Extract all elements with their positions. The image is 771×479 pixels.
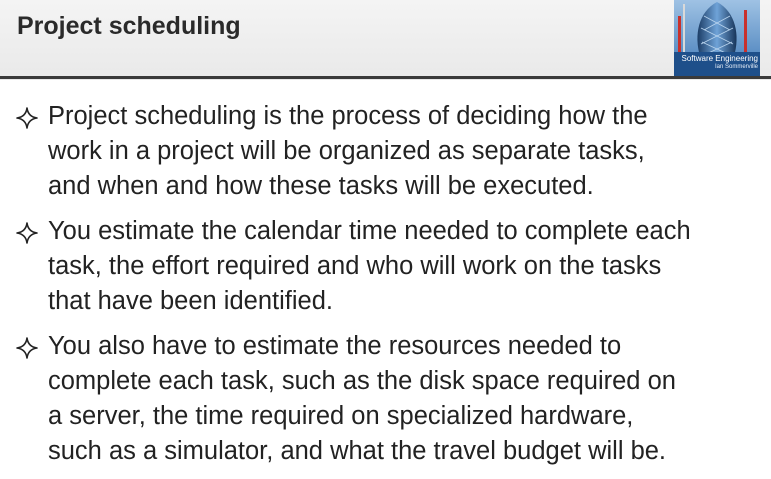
bullet-text-line: complete each task, such as the disk spa… bbox=[48, 367, 676, 395]
title-divider bbox=[0, 76, 771, 79]
book-cover-logo: Software Engineering Ian Sommerville bbox=[674, 0, 760, 77]
logo-author: Ian Sommerville bbox=[714, 64, 758, 70]
bullet-list: Project scheduling is the process of dec… bbox=[0, 99, 771, 479]
logo-book-title: Software Engineering bbox=[681, 54, 759, 63]
bullet-text-line: such as a simulator, and what the travel… bbox=[48, 437, 667, 465]
bullet-text-line: Project scheduling is the process of dec… bbox=[48, 102, 648, 130]
four-point-star-outline-icon bbox=[16, 214, 42, 249]
bullet-text-line: and when and how these tasks will be exe… bbox=[48, 172, 594, 200]
slide-title: Project scheduling bbox=[17, 12, 241, 40]
bullet-text-line: a server, the time required on specializ… bbox=[48, 402, 634, 430]
bullet-text-line: work in a project will be organized as s… bbox=[48, 137, 645, 165]
slide-header: Project scheduling Software bbox=[0, 0, 771, 80]
bullet-item: You also have to estimate the resources … bbox=[0, 329, 771, 469]
four-point-star-outline-icon bbox=[16, 329, 42, 364]
bullet-item: You estimate the calendar time needed to… bbox=[0, 214, 771, 319]
bullet-text-line: that have been identified. bbox=[48, 287, 333, 315]
bullet-item: Project scheduling is the process of dec… bbox=[0, 99, 771, 204]
bullet-text-line: You also have to estimate the resources … bbox=[48, 332, 622, 360]
bullet-text-line: You estimate the calendar time needed to… bbox=[48, 217, 691, 245]
bullet-text-line: task, the effort required and who will w… bbox=[48, 252, 662, 280]
four-point-star-outline-icon bbox=[16, 99, 42, 134]
gherkin-building-image bbox=[674, 0, 760, 77]
